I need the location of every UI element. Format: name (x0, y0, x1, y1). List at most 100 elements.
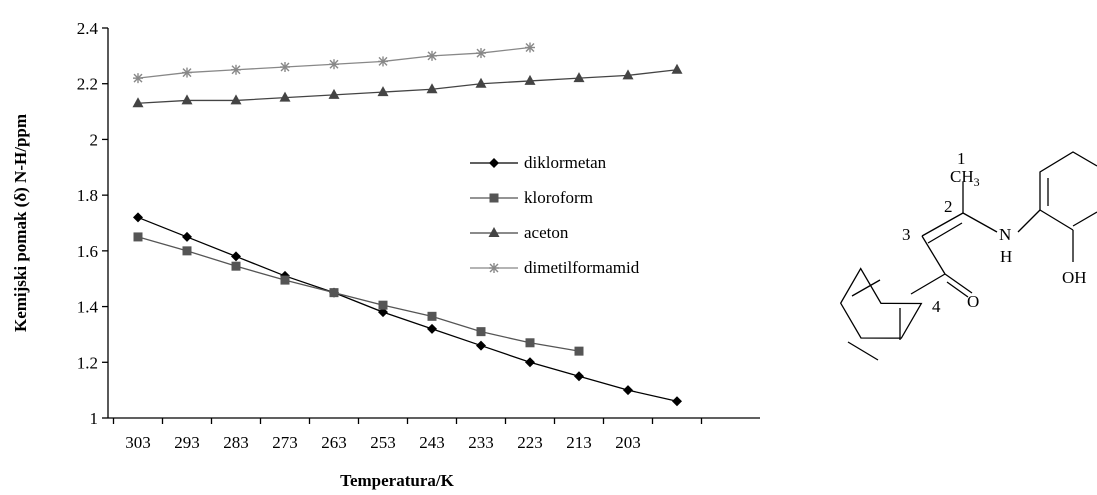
data-point-kloroform (427, 311, 437, 321)
x-tick-label: 273 (272, 433, 298, 452)
data-point-aceton (671, 63, 683, 74)
data-point-diklormetan (574, 371, 584, 382)
data-point-dimetilformamid (231, 64, 241, 75)
data-point-aceton (524, 74, 536, 85)
bond-c4-c3 (921, 235, 946, 275)
data-point-diklormetan (427, 323, 437, 334)
data-point-aceton (573, 72, 585, 83)
y-tick-label: 1.8 (77, 186, 98, 205)
bond-c4-o-double (946, 281, 969, 298)
x-tick-label: 283 (223, 433, 249, 452)
y-tick-label: 2.2 (77, 75, 98, 94)
data-point-kloroform (280, 275, 290, 285)
data-point-dimetilformamid (280, 62, 290, 72)
bond-c2-n (962, 212, 998, 233)
data-point-diklormetan (525, 357, 535, 368)
legend-label: kloroform (524, 188, 593, 207)
data-point-diklormetan (623, 385, 633, 396)
data-point-diklormetan (182, 231, 192, 242)
data-point-dimetilformamid (133, 73, 143, 84)
data-point-diklormetan (133, 212, 143, 223)
x-ticks: 303 293 283 273 263 253 243 233 223 213 203 (112, 418, 703, 452)
atom-label-3: 3 (902, 225, 911, 244)
legend-marker (489, 158, 499, 168)
atom-label-oh: OH (1062, 268, 1087, 287)
atom-label-ch3: CH3 (950, 167, 980, 189)
data-point-kloroform (182, 246, 192, 256)
data-point-kloroform (476, 327, 486, 337)
bond-c4-o (944, 273, 973, 294)
data-point-kloroform (329, 288, 339, 298)
hydroxyphenyl-ring-bond (1039, 209, 1074, 231)
legend-marker (489, 263, 499, 273)
data-point-aceton (132, 97, 144, 108)
atom-label-4: 4 (932, 297, 941, 316)
data-point-kloroform (525, 338, 535, 348)
atom-label-h: H (1000, 247, 1012, 266)
data-point-dimetilformamid (378, 56, 388, 67)
hydroxyphenyl-ring (1039, 151, 1097, 210)
data-point-aceton (475, 77, 487, 88)
series-line-kloroform (137, 236, 580, 352)
y-ticks: 1 1.2 1.4 1.6 1.8 2 2.2 2.4 (77, 19, 108, 428)
atom-label-o: O (967, 292, 979, 311)
series-line-diklormetan (137, 216, 678, 402)
molecule-labels: 1 CH3 2 3 4 N H O OH (902, 149, 1087, 316)
hydroxyphenyl-inner-bond (1072, 211, 1097, 227)
series-line-aceton (137, 69, 678, 104)
x-tick-label: 253 (370, 433, 396, 452)
phenyl-inner-bond (847, 341, 879, 361)
legend-marker (488, 227, 500, 237)
atom-label-2: 2 (944, 197, 953, 216)
data-point-dimetilformamid (329, 59, 339, 70)
data-point-diklormetan (231, 251, 241, 262)
x-tick-label: 223 (517, 433, 543, 452)
data-point-kloroform (378, 300, 388, 310)
y-tick-label: 1 (90, 409, 99, 428)
legend-label: dimetilformamid (524, 258, 640, 277)
x-tick-label: 263 (321, 433, 347, 452)
x-axis-title: Temperatura/K (340, 471, 454, 490)
data-point-aceton (426, 83, 438, 94)
data-point-dimetilformamid (182, 67, 192, 78)
x-tick-label: 293 (174, 433, 200, 452)
data-point-dimetilformamid (427, 50, 437, 61)
y-tick-label: 2.4 (77, 19, 99, 38)
bond-n-ring (1017, 209, 1041, 233)
data-point-kloroform (231, 261, 241, 271)
atom-label-n: N (999, 225, 1011, 244)
legend-label: diklormetan (524, 153, 607, 172)
atom-label-1: 1 (957, 149, 966, 168)
data-point-aceton (230, 94, 242, 105)
data-point-aceton (181, 94, 193, 105)
data-point-aceton (279, 91, 291, 102)
legend-marker (489, 193, 499, 203)
y-tick-label: 1.2 (77, 353, 98, 372)
data-point-dimetilformamid (525, 42, 535, 53)
bond-c3-c2-double (927, 222, 963, 244)
data-point-diklormetan (476, 340, 486, 351)
data-point-aceton (377, 86, 389, 97)
data-point-kloroform (574, 346, 584, 356)
data-point-aceton (328, 88, 340, 99)
legend: diklormetan kloroform aceton dimetilformami… (470, 153, 640, 277)
x-tick-label: 233 (468, 433, 494, 452)
data-point-diklormetan (672, 396, 682, 407)
data-point-dimetilformamid (476, 48, 486, 59)
y-axis-title: Kemijski pomak (δ) N-H/ppm (11, 114, 30, 332)
bond-ph-c4 (910, 273, 946, 295)
molecule-structure (839, 151, 1097, 361)
data-point-kloroform (133, 232, 143, 242)
data-point-aceton (622, 69, 634, 80)
bond-c3-c2 (921, 212, 964, 237)
x-tick-label: 303 (125, 433, 151, 452)
series-layer (132, 42, 683, 407)
x-tick-label: 203 (615, 433, 641, 452)
phenyl-ring (839, 267, 923, 339)
phenyl-inner-bond (851, 279, 881, 297)
legend-label: aceton (524, 223, 569, 242)
y-tick-label: 2 (90, 130, 99, 149)
y-tick-label: 1.6 (77, 242, 98, 261)
y-tick-label: 1.4 (77, 298, 99, 317)
